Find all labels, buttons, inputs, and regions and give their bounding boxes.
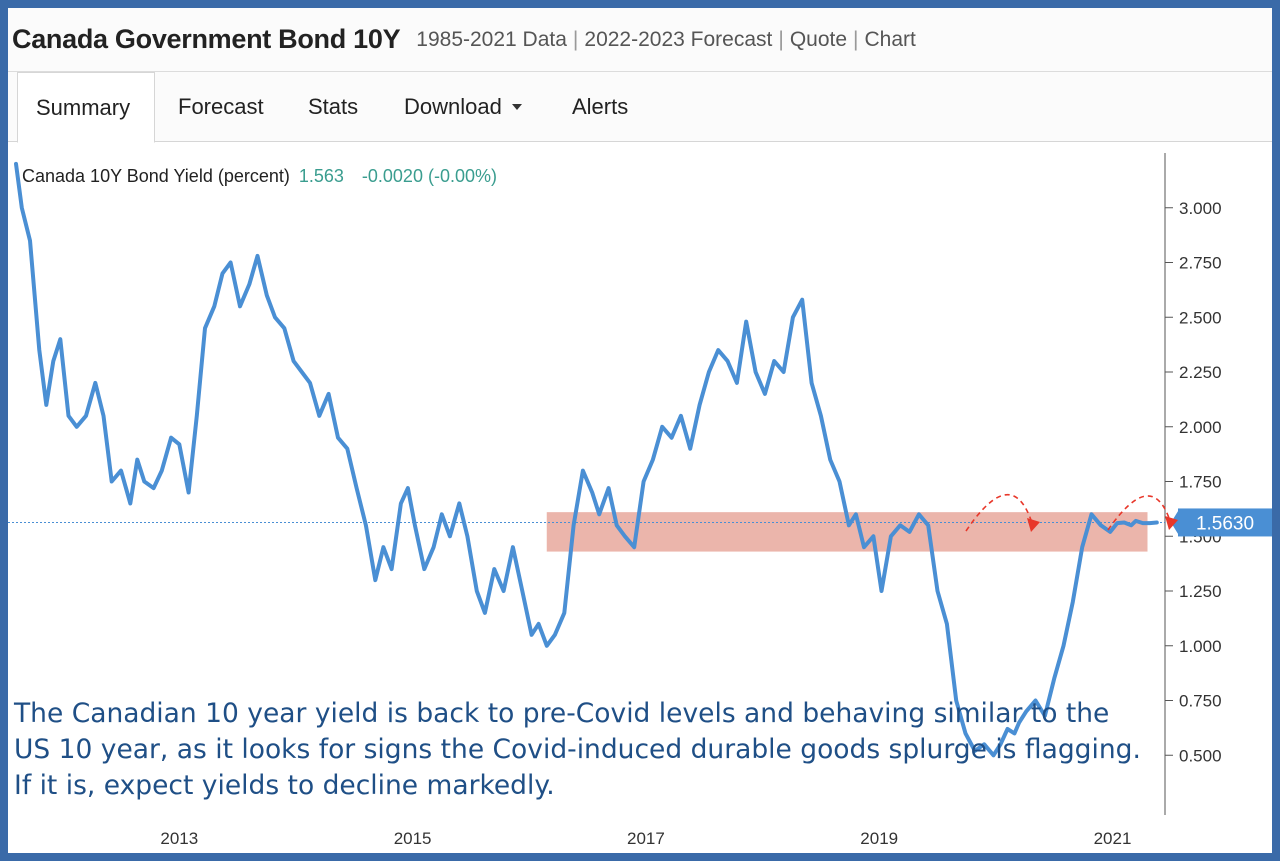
chart-annotation: The Canadian 10 year yield is back to pr…: [14, 698, 1141, 801]
series-line: [14, 161, 1159, 758]
header-links: 1985-2021 Data | 2022-2023 Forecast | Qu…: [416, 28, 916, 52]
tab-download[interactable]: Download: [386, 72, 540, 142]
x-tick-label: 2015: [394, 829, 432, 848]
arrow-right: [1107, 495, 1172, 531]
legend-change: -0.0020 (-0.00%): [362, 166, 497, 186]
chevron-down-icon: [511, 104, 522, 110]
tab-bar: Summary Forecast Stats Download Alerts: [8, 72, 1272, 143]
legend-value: 1.563: [299, 166, 344, 186]
arrow-left: [965, 493, 1034, 532]
y-tick-label: 2.250: [1179, 363, 1222, 382]
tab-download-label: Download: [404, 94, 502, 119]
y-tick-label: 2.000: [1179, 418, 1222, 437]
separator: |: [572, 27, 579, 51]
legend-series-name: Canada 10Y Bond Yield (percent): [22, 166, 295, 186]
tab-stats-label: Stats: [308, 94, 359, 119]
tab-stats[interactable]: Stats: [290, 72, 376, 142]
tab-alerts[interactable]: Alerts: [554, 72, 646, 142]
page-header: Canada Government Bond 10Y 1985-2021 Dat…: [8, 8, 1272, 72]
x-tick-label: 2017: [627, 829, 665, 848]
link-historical-data[interactable]: 1985-2021 Data: [416, 27, 567, 51]
y-tick-label: 0.500: [1179, 746, 1222, 765]
legend: Canada 10Y Bond Yield (percent) 1.563 -0.…: [22, 166, 497, 186]
arrow-head-icon: [1027, 518, 1040, 532]
chart-page: Canada Government Bond 10Y 1985-2021 Dat…: [8, 8, 1272, 853]
value-badge-label: 1.5630: [1196, 513, 1254, 534]
tab-forecast[interactable]: Forecast: [160, 72, 282, 142]
x-tick-label: 2021: [1094, 829, 1132, 848]
x-tick-label: 2019: [860, 829, 898, 848]
link-quote[interactable]: Quote: [789, 27, 848, 51]
y-tick-label: 1.750: [1179, 473, 1222, 492]
link-chart[interactable]: Chart: [864, 27, 916, 51]
page-title: Canada Government Bond 10Y: [12, 24, 401, 54]
chart-area: 3.000 2.750 2.500 2.250 2.000 1.750 1.500 1.250…: [8, 143, 1272, 853]
separator: |: [853, 27, 859, 51]
yield-chart: 3.0002.7502.5002.2502.0001.7501.5001.250…: [8, 153, 1272, 848]
x-tick-label: 2013: [160, 829, 198, 848]
separator: |: [778, 27, 784, 51]
y-tick-label: 2.750: [1179, 254, 1222, 273]
tab-alerts-label: Alerts: [572, 94, 629, 119]
y-tick-label: 1.250: [1179, 582, 1222, 601]
y-tick-label: 0.750: [1179, 692, 1222, 711]
value-badge: [1178, 508, 1272, 537]
arrow-head-icon: [1165, 516, 1178, 530]
y-tick-label: 1.000: [1179, 637, 1222, 656]
y-tick-label: 2.500: [1179, 308, 1222, 327]
tab-forecast-label: Forecast: [178, 94, 264, 119]
tab-summary[interactable]: Summary: [17, 72, 155, 143]
link-forecast[interactable]: 2022-2023 Forecast: [584, 27, 773, 51]
tab-summary-label: Summary: [36, 94, 131, 120]
y-tick-label: 3.000: [1179, 199, 1222, 218]
